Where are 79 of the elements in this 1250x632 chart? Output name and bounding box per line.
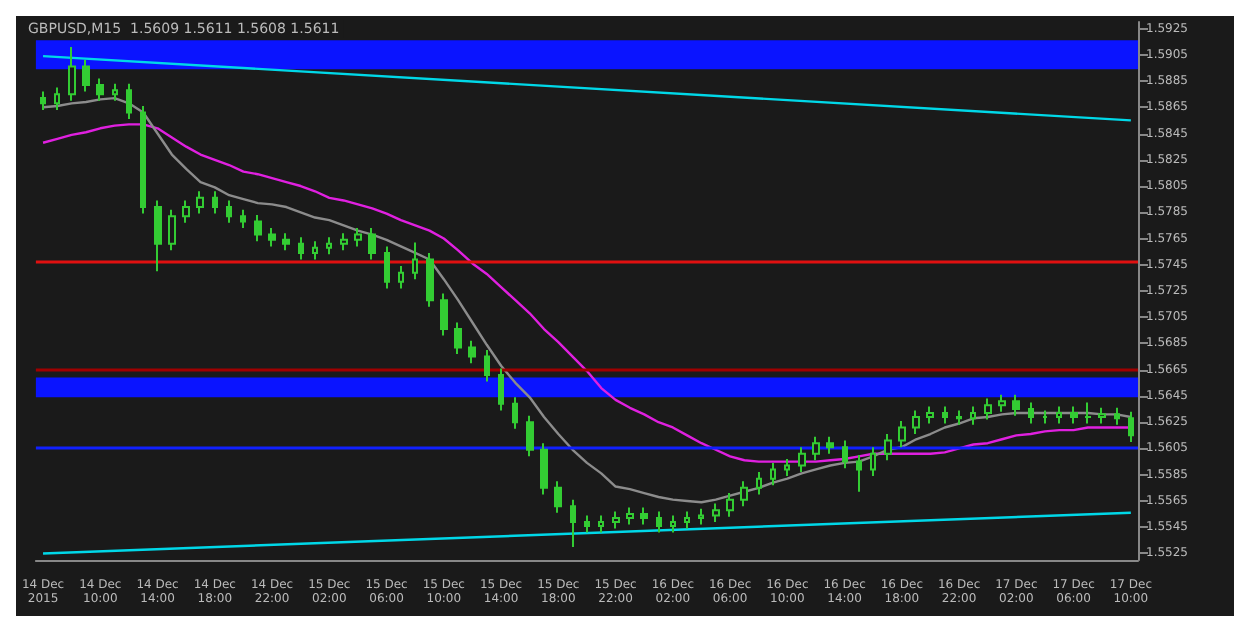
line-series xyxy=(41,123,1133,463)
candlestick xyxy=(970,405,976,426)
candlestick xyxy=(640,506,648,526)
candlestick xyxy=(196,190,204,215)
candlestick xyxy=(254,213,262,243)
candlestick xyxy=(282,232,290,252)
candlestick xyxy=(240,208,246,230)
candlestick xyxy=(298,236,304,261)
candlestick xyxy=(368,227,376,261)
candlestick xyxy=(626,506,634,526)
candlestick xyxy=(598,514,604,534)
candlestick xyxy=(154,199,162,273)
candlestick xyxy=(268,227,276,248)
candlestick xyxy=(426,251,434,308)
candlestick xyxy=(398,265,404,290)
candlestick xyxy=(512,396,518,430)
candlestick xyxy=(498,367,504,412)
candlestick xyxy=(842,439,848,470)
line-series xyxy=(41,96,1133,504)
candlestick xyxy=(468,339,476,365)
candlestick xyxy=(484,349,490,383)
candlestick xyxy=(670,514,676,534)
candlestick xyxy=(54,86,60,111)
candlestick xyxy=(612,510,620,530)
candlestick xyxy=(1114,406,1120,426)
candlestick xyxy=(570,498,576,548)
candlestick xyxy=(984,397,992,421)
candlestick xyxy=(540,442,548,496)
candlestick xyxy=(354,227,362,248)
candlestick xyxy=(784,457,790,478)
candlestick xyxy=(956,409,962,426)
candlestick xyxy=(326,236,332,256)
candlestick xyxy=(40,90,46,111)
candlestick xyxy=(1084,401,1092,425)
candlestick xyxy=(656,510,662,534)
candlestick xyxy=(384,245,390,290)
candlestick xyxy=(770,461,776,487)
candlestick xyxy=(554,480,562,514)
candlestick xyxy=(412,241,418,281)
candlestick xyxy=(898,419,906,449)
candlestick xyxy=(698,507,704,526)
candlestick xyxy=(68,45,76,102)
candlestick xyxy=(112,82,118,102)
candlestick xyxy=(312,240,318,261)
candlestick xyxy=(226,199,232,224)
candlestick xyxy=(1070,405,1078,425)
candlestick xyxy=(126,82,132,121)
candlestick xyxy=(454,321,462,355)
candlestick xyxy=(182,199,190,224)
candlestick xyxy=(82,59,90,93)
candlestick xyxy=(684,510,690,530)
candlestick xyxy=(1128,410,1134,443)
candlestick xyxy=(1098,406,1106,425)
candlestick xyxy=(440,292,448,337)
candlestick xyxy=(942,405,948,425)
candlestick xyxy=(870,446,876,478)
candlestick xyxy=(756,471,762,496)
candlestick xyxy=(1042,409,1048,425)
candlestick xyxy=(1028,401,1034,425)
candlestick xyxy=(798,446,806,474)
candlestick xyxy=(96,77,104,102)
candlestick xyxy=(998,393,1006,413)
candlestick xyxy=(140,104,146,215)
candlestick xyxy=(812,435,820,462)
candlestick xyxy=(212,190,218,215)
candlestick xyxy=(168,208,176,252)
candlestick xyxy=(912,409,920,436)
candlestick xyxy=(712,502,720,523)
candlestick xyxy=(826,435,834,455)
candlestick xyxy=(1056,405,1062,425)
candlestick xyxy=(1012,393,1020,417)
candlestick xyxy=(584,514,590,534)
candlestick xyxy=(726,492,734,518)
candlestick xyxy=(526,414,534,458)
candlestick xyxy=(926,405,934,425)
candlestick xyxy=(340,232,348,252)
candlestick xyxy=(884,433,892,462)
candlestick xyxy=(856,454,862,493)
candlestick xyxy=(740,480,748,508)
